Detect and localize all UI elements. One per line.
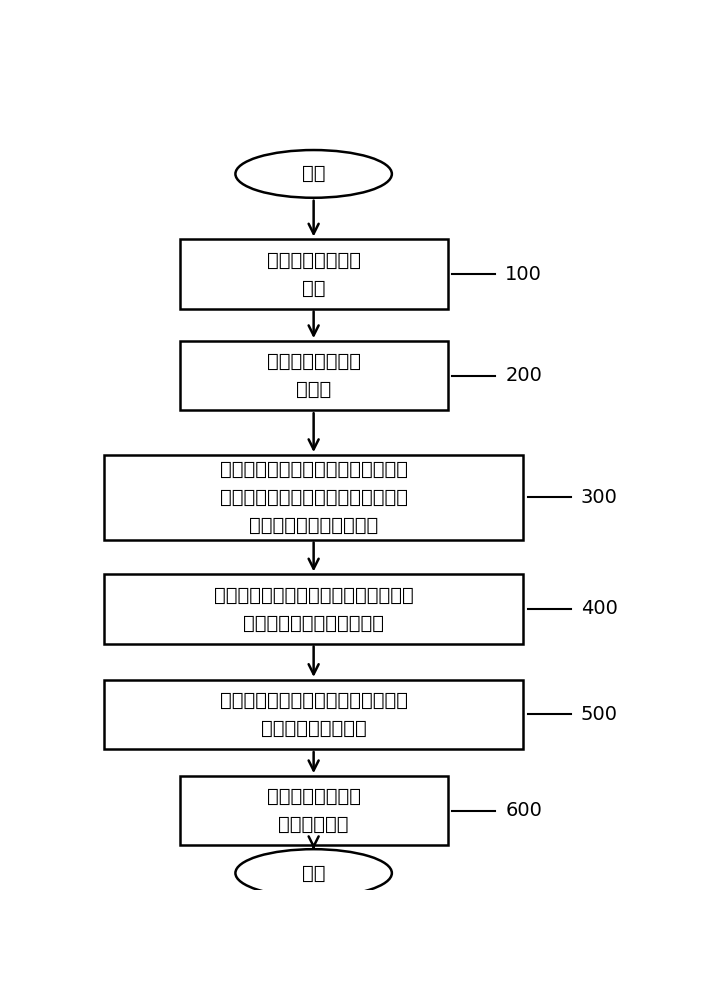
Ellipse shape — [235, 849, 392, 897]
Text: 计算机计算关节电机电流波动极差值，
计算机计算振动加速度结果: 计算机计算关节电机电流波动极差值， 计算机计算振动加速度结果 — [213, 585, 414, 632]
Text: 100: 100 — [505, 264, 542, 284]
Text: 安装振动加速度传
感器: 安装振动加速度传 感器 — [267, 250, 360, 298]
Text: 400: 400 — [580, 599, 618, 618]
Text: 300: 300 — [580, 488, 618, 507]
FancyBboxPatch shape — [180, 776, 448, 845]
Text: 结束: 结束 — [302, 864, 325, 883]
Text: 200: 200 — [505, 366, 542, 385]
Text: 600: 600 — [505, 801, 542, 820]
Text: 计算电流波动极差值结果和振动加速
度测试结果的相关性: 计算电流波动极差值结果和振动加速 度测试结果的相关性 — [220, 691, 407, 738]
Text: 确定机器人抖动测
试轨迹: 确定机器人抖动测 试轨迹 — [267, 352, 360, 399]
FancyBboxPatch shape — [104, 574, 523, 644]
FancyBboxPatch shape — [104, 680, 523, 749]
Text: 500: 500 — [580, 705, 618, 724]
Text: 计算机通过驱动器采集机器人运行时
的关节电机电流数据，振动加速度传
感器采集振动加速度数据: 计算机通过驱动器采集机器人运行时 的关节电机电流数据，振动加速度传 感器采集振动… — [220, 460, 407, 535]
FancyBboxPatch shape — [180, 239, 448, 309]
Text: 开始: 开始 — [302, 164, 325, 183]
FancyBboxPatch shape — [180, 341, 448, 410]
Ellipse shape — [235, 150, 392, 198]
FancyBboxPatch shape — [104, 455, 523, 540]
Text: 计算机生成机器人
抖动测试报告: 计算机生成机器人 抖动测试报告 — [267, 787, 360, 834]
